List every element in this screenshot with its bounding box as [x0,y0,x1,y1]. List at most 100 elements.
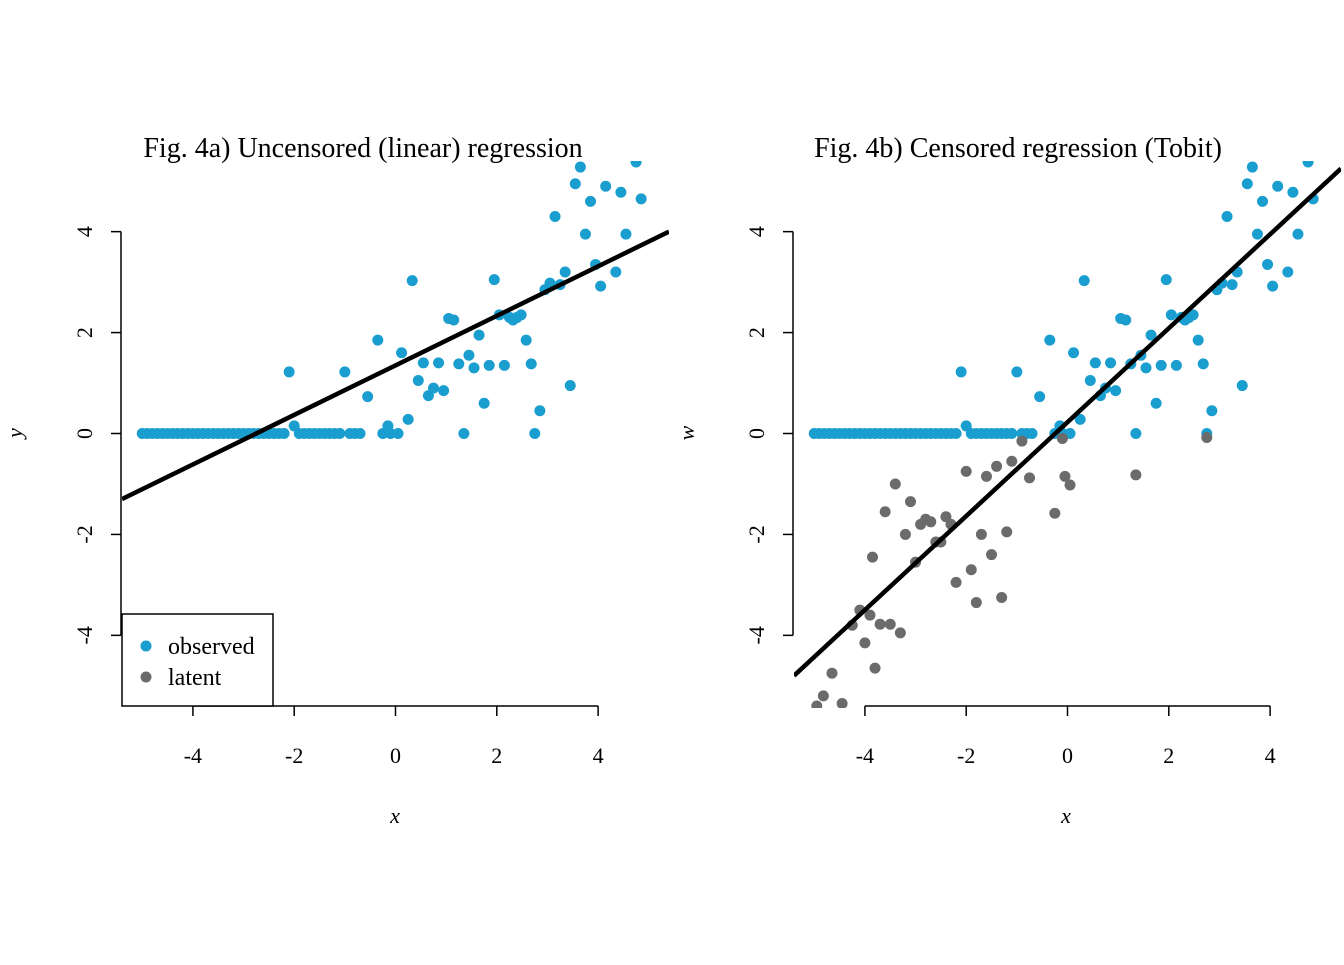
point-observed [1236,380,1248,392]
point-observed [468,362,480,374]
point-observed [1044,334,1056,346]
x-tick-label: 4 [593,743,604,768]
panel-b: Fig. 4b) Censored regression (Tobit) x w… [674,133,1341,828]
point-observed [549,211,561,223]
point-observed [1034,391,1046,403]
point-latent [869,662,881,674]
point-latent [975,528,987,540]
point-observed [334,428,346,439]
point-observed [498,359,510,371]
point-latent [879,506,891,518]
point-observed [1155,359,1167,371]
point-latent [899,528,911,540]
point-observed [1206,405,1218,417]
point-observed [339,366,351,378]
axes: -4 -2 0 2 4 -4 -2 0 2 4 [744,226,1276,768]
point-latent [889,478,901,490]
point-latent [867,551,879,563]
point-latent [970,597,982,609]
point-observed [1192,334,1204,346]
point-observed [427,382,439,394]
legend: observed latent [121,613,274,707]
point-observed [354,428,366,439]
point-observed [559,266,571,278]
point-observed [1197,358,1209,370]
point-latent [1049,507,1061,519]
point-latent [859,637,871,649]
plot-marks [122,161,669,502]
point-observed [569,178,581,190]
point-observed [1068,347,1080,359]
fit-line [122,229,669,502]
point-latent [811,700,823,708]
point-observed [278,428,290,439]
point-observed [1165,309,1177,321]
point-observed [463,349,475,361]
y-tick-label: -2 [744,525,769,543]
y-tick-label: -2 [72,525,97,543]
point-observed [1282,266,1294,278]
point-latent [1006,455,1018,467]
point-observed [438,385,450,397]
point-latent [986,549,998,561]
point-latent [826,667,838,679]
y-axis-label: w [674,425,699,440]
point-observed [525,358,537,370]
point-latent [925,516,937,528]
point-latent [817,690,829,702]
point-observed [372,334,384,346]
point-observed [1105,357,1117,369]
x-axis-label: x [389,803,400,828]
point-observed [1130,428,1142,439]
point-observed [1287,186,1299,198]
x-tick-label: 2 [1163,743,1174,768]
y-tick-label: 0 [72,428,97,439]
point-observed [1150,397,1162,409]
point-latent [996,592,1008,604]
y-tick-label: 4 [72,226,97,237]
y-tick-label: 2 [744,327,769,338]
point-observed [1089,357,1101,369]
axes: -4 -2 0 2 4 -4 -2 0 2 4 [72,226,604,768]
point-observed [1267,280,1279,292]
point-latent [965,564,977,576]
point-observed [483,359,495,371]
point-observed [1110,385,1122,397]
point-observed [595,280,607,292]
legend-swatch-latent [140,671,152,683]
point-latent [991,460,1003,472]
point-observed [478,397,490,409]
point-latent [980,470,992,482]
x-tick-label: -4 [856,743,874,768]
point-observed [534,405,546,417]
legend-swatch-observed [140,640,152,652]
point-latent [1001,526,1013,538]
plot-marks [794,161,1341,708]
point-latent [894,627,906,639]
point-latent [950,576,962,588]
point-observed [610,266,622,278]
point-observed [950,428,962,439]
point-observed [448,314,460,326]
point-observed [412,375,424,387]
legend-label-latent: latent [168,665,222,691]
y-tick-label: 2 [72,327,97,338]
point-latent [1056,433,1068,445]
point-observed [564,380,576,392]
point-observed [574,161,586,173]
point-observed [630,161,642,168]
point-latent [904,496,916,508]
point-observed [1226,279,1238,291]
point-observed [584,195,596,207]
x-tick-label: 0 [1062,743,1073,768]
point-observed [615,186,627,198]
point-observed [1221,211,1233,223]
point-latent [960,465,972,477]
point-observed [544,277,556,289]
point-observed [600,180,612,192]
point-observed [1292,228,1304,240]
point-observed [283,366,295,378]
point-observed [1262,258,1274,270]
